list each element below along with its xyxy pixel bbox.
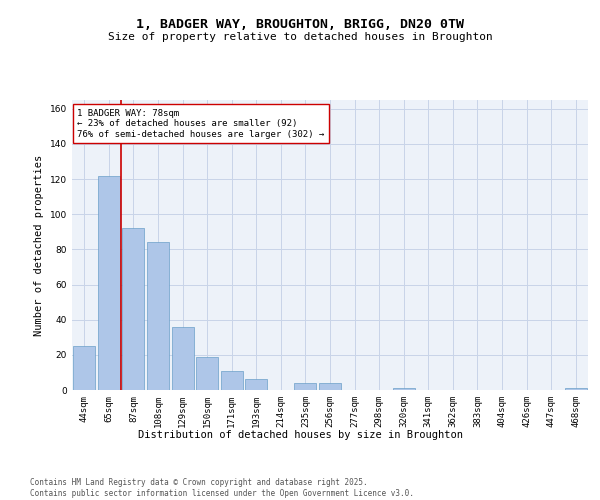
- Text: Distribution of detached houses by size in Broughton: Distribution of detached houses by size …: [137, 430, 463, 440]
- Bar: [221, 370, 243, 390]
- Y-axis label: Number of detached properties: Number of detached properties: [34, 154, 44, 336]
- Text: Size of property relative to detached houses in Broughton: Size of property relative to detached ho…: [107, 32, 493, 42]
- Bar: [122, 228, 145, 390]
- Bar: [245, 380, 268, 390]
- Bar: [147, 242, 169, 390]
- Bar: [565, 388, 587, 390]
- Bar: [319, 383, 341, 390]
- Bar: [392, 388, 415, 390]
- Text: 1 BADGER WAY: 78sqm
← 23% of detached houses are smaller (92)
76% of semi-detach: 1 BADGER WAY: 78sqm ← 23% of detached ho…: [77, 108, 325, 138]
- Bar: [98, 176, 120, 390]
- Text: Contains HM Land Registry data © Crown copyright and database right 2025.
Contai: Contains HM Land Registry data © Crown c…: [30, 478, 414, 498]
- Bar: [73, 346, 95, 390]
- Bar: [196, 356, 218, 390]
- Bar: [172, 326, 194, 390]
- Bar: [295, 383, 316, 390]
- Text: 1, BADGER WAY, BROUGHTON, BRIGG, DN20 0TW: 1, BADGER WAY, BROUGHTON, BRIGG, DN20 0T…: [136, 18, 464, 30]
